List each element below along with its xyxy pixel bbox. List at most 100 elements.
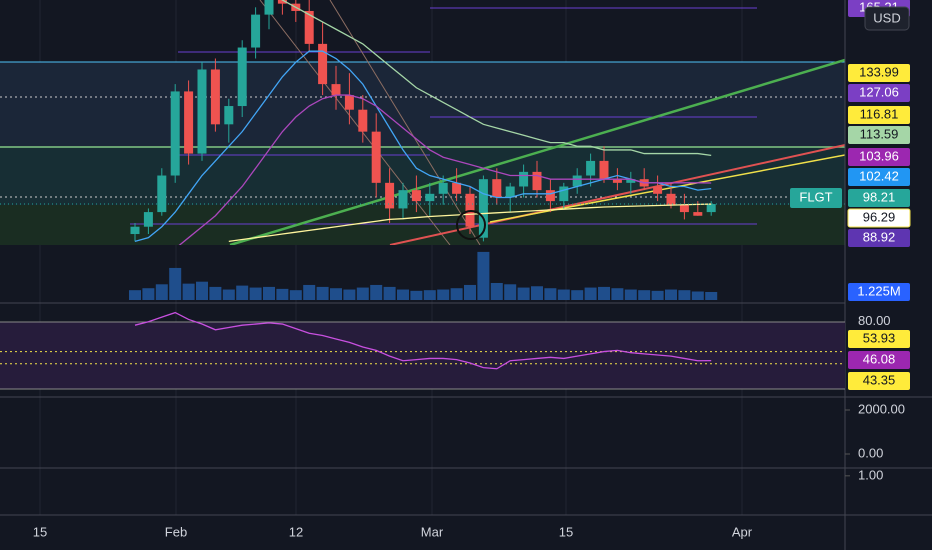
candle-body — [170, 91, 180, 176]
candle-body — [251, 14, 261, 48]
volume-bar — [517, 287, 530, 300]
volume-bar — [236, 285, 249, 300]
volume-bar — [584, 287, 597, 300]
price-label-bg — [848, 106, 910, 124]
volume-bar — [477, 251, 490, 300]
candle-body — [344, 95, 354, 110]
price-label-bg — [847, 208, 911, 228]
moving-average — [178, 94, 712, 245]
price-label: 102.42 — [859, 168, 899, 183]
volume-bar — [490, 282, 503, 300]
price-label-bg — [848, 189, 910, 207]
candle-body — [452, 182, 462, 194]
candle-body — [519, 171, 529, 187]
candle-body — [706, 204, 716, 213]
price-label: 1.225M — [857, 283, 900, 298]
volume-bar — [651, 290, 664, 300]
rsi-tick-label: 80.00 — [858, 313, 891, 328]
candle-body — [197, 69, 207, 154]
volume-bar — [289, 290, 302, 300]
volume-bar — [544, 288, 557, 300]
candle-body — [398, 190, 408, 209]
candle-body — [184, 91, 194, 154]
price-label-bg — [848, 283, 910, 301]
price-label-bg — [848, 84, 910, 102]
symbol: FLGT — [799, 189, 832, 204]
price-label: 53.93 — [863, 330, 896, 345]
volume-bar — [383, 286, 396, 300]
candle-body — [612, 179, 622, 183]
candle-body — [505, 186, 515, 198]
y-tick-label: 1.00 — [858, 467, 883, 482]
candle-body — [559, 186, 569, 202]
candle-body — [143, 212, 153, 227]
price-label: 127.06 — [859, 84, 899, 99]
candle-body — [679, 204, 689, 213]
x-tick-label: 15 — [559, 524, 573, 539]
volume-bar — [142, 288, 155, 300]
volume-bar — [531, 286, 543, 300]
candle-body — [438, 182, 448, 194]
price-label-bg — [848, 372, 910, 390]
candle-body — [210, 69, 220, 125]
volume-bar — [705, 291, 718, 300]
volume-bar — [397, 289, 409, 300]
price-label: 46.08 — [863, 351, 896, 366]
volume-bar — [370, 284, 383, 300]
currency-button[interactable] — [864, 6, 910, 31]
price-label-bg — [848, 330, 910, 348]
volume-bar — [624, 289, 637, 300]
price-label: 116.81 — [860, 106, 899, 121]
overlay: 1.225M 80.00 53.93 46.08 43.35 2000.00 0.00 1.0… — [0, 0, 911, 539]
candle-body — [666, 193, 676, 205]
trend-line — [229, 58, 845, 245]
volume-bar — [155, 284, 168, 300]
candle-body — [599, 160, 609, 180]
volume-bar — [423, 290, 436, 300]
price-label: 96.29 — [863, 209, 896, 224]
volume-bar — [330, 288, 342, 300]
candle-body — [371, 131, 381, 183]
trend-line — [389, 144, 845, 245]
price-label-bg — [848, 168, 910, 186]
x-tick-label: 12 — [289, 524, 303, 539]
moving-average — [228, 203, 712, 242]
trend-line — [489, 154, 845, 223]
price-label: 88.92 — [863, 229, 896, 244]
volume-bar — [276, 288, 289, 300]
price-label-bg — [848, 126, 910, 144]
candle-body — [264, 0, 274, 15]
currency[interactable]: USD — [873, 10, 900, 25]
price-label: 103.96 — [859, 148, 899, 163]
rsi-band — [0, 322, 845, 389]
x-tick-label: Mar — [421, 524, 444, 539]
price-label: 43.35 — [863, 372, 896, 387]
zone — [0, 147, 845, 205]
y-tick-label: 0.00 — [858, 445, 883, 460]
volume-bar — [437, 289, 450, 300]
candle-body — [130, 226, 140, 235]
drawings — [0, 0, 845, 245]
marker-circle — [456, 210, 486, 240]
volume-bar — [196, 281, 208, 300]
volume-bar — [356, 287, 369, 300]
x-tick-label: Feb — [165, 524, 187, 539]
volume-bar — [678, 290, 691, 300]
price-label: 133.99 — [859, 64, 899, 79]
volume-bar — [504, 284, 517, 300]
price-label-bg — [848, 64, 910, 82]
volume-bar — [571, 290, 584, 300]
volume-bar — [316, 286, 329, 300]
candle-body — [693, 212, 703, 216]
candle-body — [425, 193, 435, 202]
trend-line — [259, 0, 451, 245]
volume-bar — [129, 290, 141, 300]
x-tick-label: 15 — [33, 524, 47, 539]
symbol-tag — [790, 188, 842, 208]
candle-body — [224, 106, 234, 125]
candle-body — [157, 175, 167, 213]
trend-line — [329, 0, 481, 245]
price-label: 113.59 — [860, 126, 899, 141]
candle-body — [653, 186, 663, 194]
